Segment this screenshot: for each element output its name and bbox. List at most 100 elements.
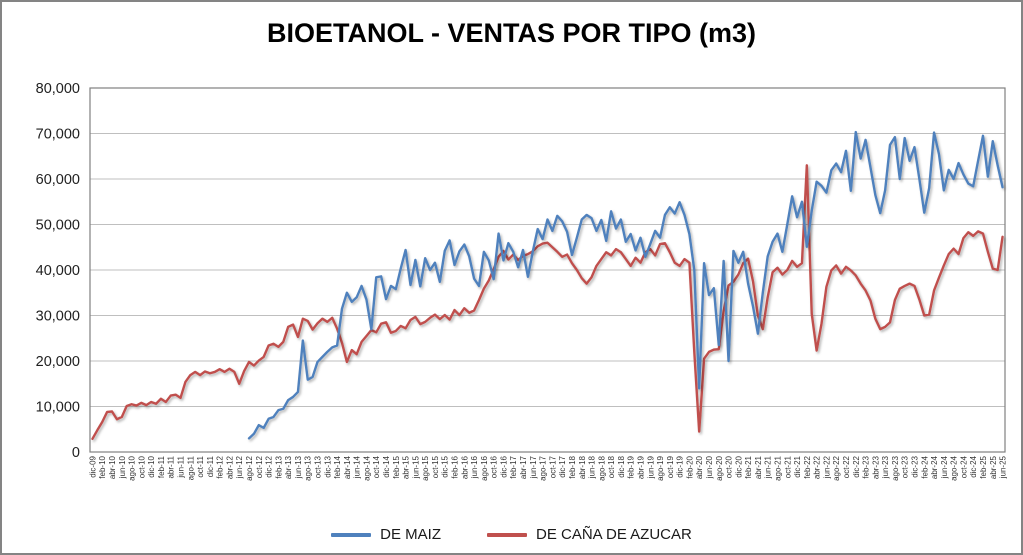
x-axis-tick-label: jun-16 (470, 455, 479, 479)
x-axis-tick-label: oct-12 (255, 455, 264, 478)
legend-label-de-cana: DE CAÑA DE AZUCAR (535, 526, 692, 543)
x-axis-tick-label: feb-15 (392, 455, 401, 478)
x-axis-tick-label: oct-23 (901, 455, 910, 478)
x-axis-tick-label: oct-21 (783, 455, 792, 478)
x-axis-tick-label: abr-23 (871, 455, 880, 479)
x-axis-tick-label: dic-19 (676, 455, 685, 477)
x-axis-tick-label: feb-11 (157, 455, 166, 478)
x-axis-tick-label: jun-13 (294, 455, 303, 479)
x-axis-tick-label: dic-11 (206, 455, 215, 477)
x-axis-tick-label: jun-20 (705, 455, 714, 479)
x-axis-tick-label: oct-10 (137, 455, 146, 478)
x-axis-tick-label: oct-15 (431, 455, 440, 478)
x-axis-tick-label: dic-18 (617, 455, 626, 477)
x-axis-tick-label: feb-25 (979, 455, 988, 478)
x-axis-tick-label: ago-12 (245, 455, 254, 480)
x-axis-tick-label: dic-20 (734, 455, 743, 477)
y-axis-tick-label: 30,000 (36, 309, 80, 325)
x-axis-tick-label: ago-24 (950, 455, 959, 480)
chart-legend: DE MAIZ DE CAÑA DE AZUCAR (2, 526, 1021, 543)
x-axis-tick-label: feb-18 (568, 455, 577, 478)
x-axis-tick-label: feb-16 (451, 455, 460, 478)
x-axis-tick-label: abr-12 (225, 455, 234, 479)
x-axis-tick-label: ago-10 (128, 455, 137, 480)
y-axis-tick-label: 80,000 (36, 81, 80, 97)
x-axis-tick-label: abr-18 (578, 455, 587, 479)
x-axis-tick-label: dic-17 (558, 455, 567, 477)
y-axis-tick-label: 50,000 (36, 218, 80, 234)
x-axis-tick-label: jun-17 (529, 455, 538, 479)
x-axis-tick-label: jun-15 (411, 455, 420, 479)
x-axis-tick-label: jun-23 (881, 455, 890, 479)
x-axis-tick-label: jun-24 (940, 455, 949, 479)
x-axis-tick-label: feb-14 (333, 455, 342, 478)
x-axis-tick-label: abr-15 (402, 455, 411, 479)
blue-line-swatch-icon (331, 532, 372, 537)
x-axis-tick-label: feb-19 (627, 455, 636, 478)
chart-title: BIOETANOL - VENTAS POR TIPO (m3) (266, 18, 757, 48)
x-axis-tick-label: dic-09 (88, 455, 97, 477)
x-axis-tick-label: jun-14 (353, 455, 362, 479)
x-axis-tick-label: jun-10 (118, 455, 127, 479)
x-axis-tick-label: feb-12 (216, 455, 225, 478)
legend-item-de-cana: DE CAÑA DE AZUCAR (486, 526, 692, 543)
x-axis-tick-label: ago-13 (304, 455, 313, 480)
legend-label-de-maiz: DE MAIZ (380, 526, 441, 543)
x-axis-tick-label: feb-20 (685, 455, 694, 478)
x-axis-tick-label: feb-21 (744, 455, 753, 478)
x-axis-tick-label: abr-11 (167, 455, 176, 478)
x-axis-tick-label: feb-23 (862, 455, 871, 478)
x-axis-tick-label: ago-17 (539, 455, 548, 480)
x-axis-tick-label: oct-22 (842, 455, 851, 478)
x-axis-tick-label: dic-15 (441, 455, 450, 477)
y-axis-tick-label: 10,000 (36, 400, 80, 416)
x-axis-tick-label: abr-10 (108, 455, 117, 479)
x-axis-tick-label: abr-20 (695, 455, 704, 479)
x-axis-tick-label: dic-23 (910, 455, 919, 477)
y-axis-tick-label: 0 (72, 445, 80, 461)
x-axis-tick-label: abr-25 (989, 455, 998, 479)
red-line-swatch-icon (486, 532, 527, 537)
x-axis-tick-label: abr-17 (519, 455, 528, 479)
x-axis-tick-label: dic-24 (969, 455, 978, 477)
x-axis-tick-label: abr-24 (930, 455, 939, 479)
series-line-cana (91, 164, 1004, 441)
y-axis-tick-label: 20,000 (36, 354, 80, 370)
x-axis-tick-label: jun-11 (177, 455, 186, 478)
x-axis-tick-label: jun-21 (764, 455, 773, 479)
plot-border (89, 87, 1006, 453)
x-axis-tick-label: ago-20 (715, 455, 724, 480)
x-axis-tick-label: oct-17 (548, 455, 557, 478)
y-axis-tick-label: 40,000 (36, 263, 80, 279)
x-axis-tick-label: ago-15 (421, 455, 430, 480)
x-axis-tick-label: oct-18 (607, 455, 616, 478)
y-axis-tick-label: 60,000 (36, 172, 80, 188)
x-axis-tick-label: feb-22 (803, 455, 812, 478)
x-axis-tick-label: ago-16 (480, 455, 489, 480)
x-axis-tick-label: feb-10 (98, 455, 107, 478)
x-axis-tick-label: abr-14 (343, 455, 352, 479)
x-axis-tick-label: abr-13 (284, 455, 293, 479)
x-axis-tick-label: ago-14 (362, 455, 371, 480)
x-axis-tick-label: dic-22 (852, 455, 861, 477)
x-axis-tick-label: dic-10 (147, 455, 156, 477)
x-axis-tick-label: oct-13 (314, 455, 323, 478)
x-axis-tick-label: jun-12 (235, 455, 244, 479)
x-axis-tick-label: abr-16 (460, 455, 469, 479)
series-line-maiz (247, 130, 1004, 440)
x-axis-tick-label: oct-11 (196, 455, 205, 477)
x-axis-tick-label: abr-21 (754, 455, 763, 479)
x-axis-tick-label: ago-19 (656, 455, 665, 480)
x-axis-tick-label: oct-14 (372, 455, 381, 478)
x-axis-tick-label: oct-16 (490, 455, 499, 478)
x-axis-tick-label: jun-19 (646, 455, 655, 479)
x-axis-tick-label: oct-24 (959, 455, 968, 478)
x-axis-tick-label: ago-22 (832, 455, 841, 480)
x-axis-tick-label: abr-22 (813, 455, 822, 479)
x-axis-tick-label: jun-25 (999, 455, 1008, 479)
x-axis-tick-label: ago-21 (773, 455, 782, 480)
x-axis-tick-label: ago-18 (597, 455, 606, 480)
x-axis-tick-label: oct-19 (666, 455, 675, 478)
